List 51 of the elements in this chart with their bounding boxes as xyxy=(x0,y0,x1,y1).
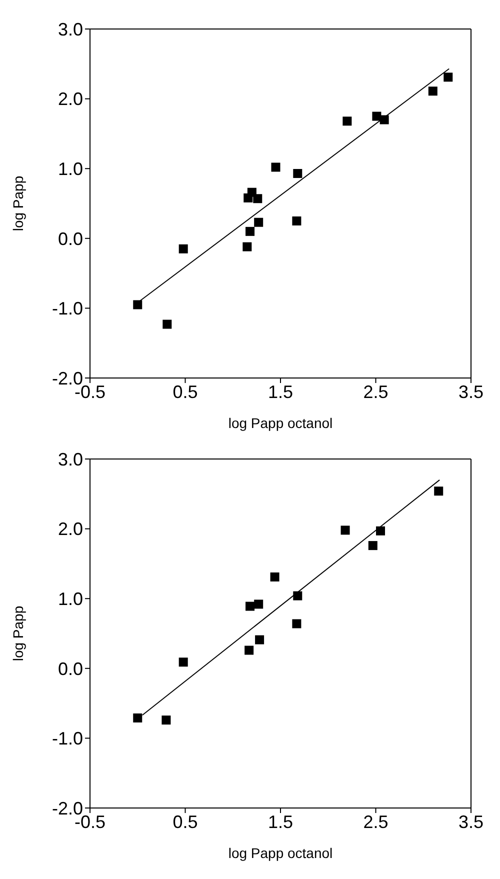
x-tick-label: 2.5 xyxy=(363,812,388,832)
y-tick-label: 2.0 xyxy=(58,519,83,540)
x-tick-label: 0.5 xyxy=(172,382,198,402)
point xyxy=(342,116,352,126)
point xyxy=(255,635,264,644)
x-axis-title: log Papp octanol xyxy=(228,415,333,431)
x-axis-title: log Papp octanol xyxy=(228,845,333,861)
point xyxy=(293,591,302,600)
point xyxy=(254,600,264,609)
point xyxy=(292,216,302,226)
y-tick-label: -1.0 xyxy=(52,728,83,749)
point xyxy=(246,226,255,236)
point xyxy=(428,86,438,96)
point xyxy=(244,646,254,655)
point xyxy=(133,300,142,310)
y-tick-label: 1.0 xyxy=(58,588,83,609)
x-tick-label: 1.5 xyxy=(268,382,294,402)
point xyxy=(178,244,188,254)
point xyxy=(253,194,262,204)
point xyxy=(270,572,280,582)
y-tick-label: 1.0 xyxy=(58,158,83,179)
point xyxy=(271,162,280,172)
point xyxy=(162,320,172,329)
point xyxy=(380,115,389,124)
x-tick-label: 2.5 xyxy=(363,382,388,402)
x-tick-label: 0.5 xyxy=(172,812,198,832)
point xyxy=(178,658,188,667)
point xyxy=(444,72,453,82)
y-axis-title: log Papp xyxy=(10,176,26,232)
point xyxy=(368,541,378,550)
y-axis-title: log Papp xyxy=(10,606,26,662)
point xyxy=(376,526,386,536)
point xyxy=(340,526,350,535)
point xyxy=(242,242,252,252)
x-tick-label: 3.5 xyxy=(458,382,484,402)
y-tick-label: 3.0 xyxy=(58,449,83,470)
point xyxy=(292,619,302,628)
y-tick-label: 0.0 xyxy=(58,228,83,249)
point xyxy=(372,112,382,121)
x-tick-label: 1.5 xyxy=(268,812,294,832)
point xyxy=(254,218,264,227)
point xyxy=(246,602,255,611)
y-tick-label: -1.0 xyxy=(52,298,83,319)
point xyxy=(133,713,142,722)
point xyxy=(293,168,302,178)
x-tick-label: 3.5 xyxy=(458,812,484,832)
y-tick-label: 2.0 xyxy=(58,89,83,110)
point xyxy=(434,486,444,496)
y-tick-label: 3.0 xyxy=(58,19,83,40)
y-tick-label: 0.0 xyxy=(58,658,83,679)
point xyxy=(162,716,171,725)
